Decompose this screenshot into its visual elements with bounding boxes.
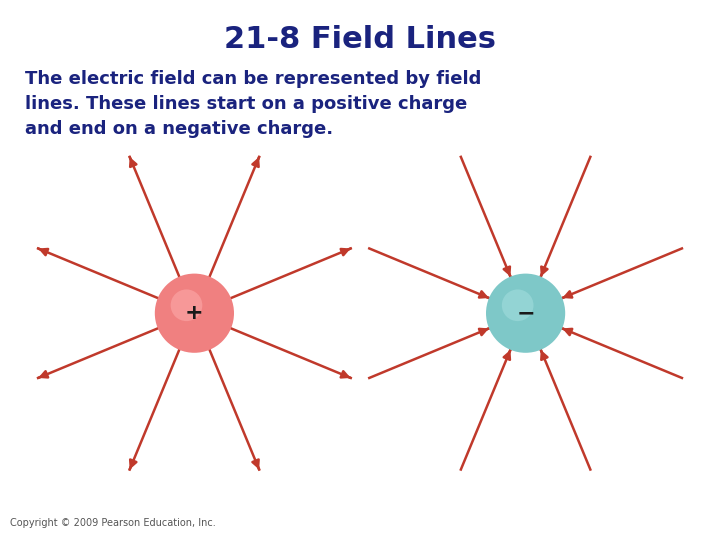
Circle shape — [502, 289, 534, 321]
Circle shape — [155, 274, 234, 353]
Circle shape — [486, 274, 565, 353]
Text: 21-8 Field Lines: 21-8 Field Lines — [224, 25, 496, 54]
Text: The electric field can be represented by field
lines. These lines start on a pos: The electric field can be represented by… — [25, 70, 482, 138]
Text: −: − — [516, 303, 535, 323]
Text: +: + — [185, 303, 204, 323]
Circle shape — [171, 289, 202, 321]
Text: Copyright © 2009 Pearson Education, Inc.: Copyright © 2009 Pearson Education, Inc. — [10, 518, 216, 528]
